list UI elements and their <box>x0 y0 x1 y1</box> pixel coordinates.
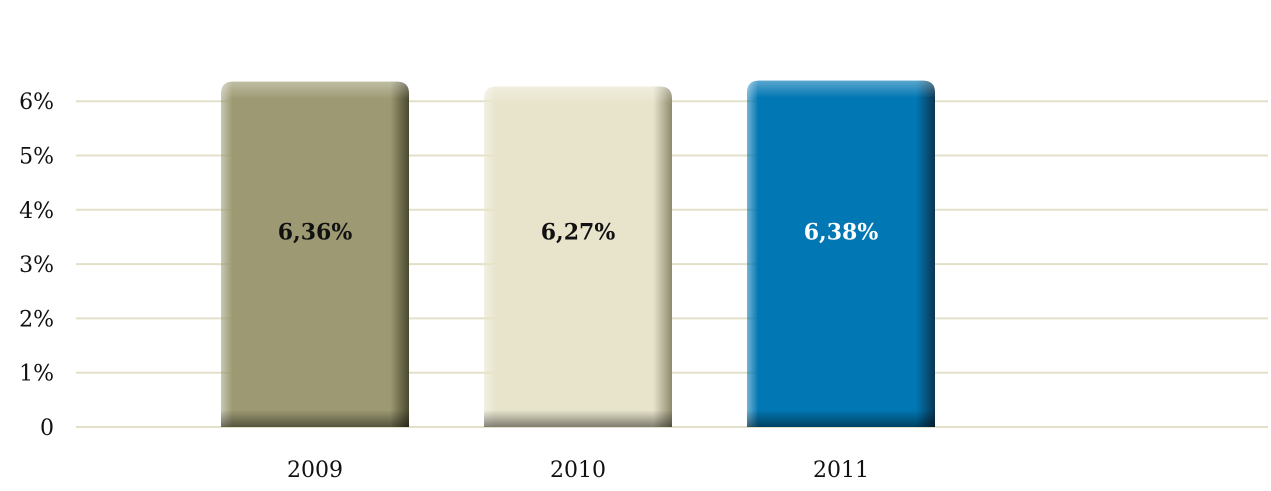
x-tick-label-2011: 2011 <box>813 458 869 483</box>
data-label-2009: 6,36% <box>278 220 353 246</box>
x-tick-label-2009: 2009 <box>287 458 343 483</box>
bar-shine-2010 <box>484 86 672 427</box>
bars <box>221 80 935 427</box>
data-label-2010: 6,27% <box>541 220 616 246</box>
y-axis-ticks: 0 1% 2% 3% 4% 5% 6% <box>19 90 54 441</box>
y-tick-label: 5% <box>19 145 54 170</box>
y-tick-label: 3% <box>19 253 54 278</box>
y-tick-label: 0 <box>40 416 54 441</box>
bar-shine-2011 <box>747 80 935 427</box>
x-tick-label-2010: 2010 <box>550 458 606 483</box>
y-tick-label: 1% <box>19 362 54 387</box>
data-label-2011: 6,38% <box>804 220 879 246</box>
bar-shine-2009 <box>221 81 409 427</box>
y-tick-label: 2% <box>19 307 54 332</box>
y-tick-label: 6% <box>19 90 54 115</box>
data-labels: 6,36% 6,27% 6,38% <box>278 220 879 246</box>
y-tick-label: 4% <box>19 199 54 224</box>
x-axis-ticks: 2009 2010 2011 <box>287 458 869 483</box>
